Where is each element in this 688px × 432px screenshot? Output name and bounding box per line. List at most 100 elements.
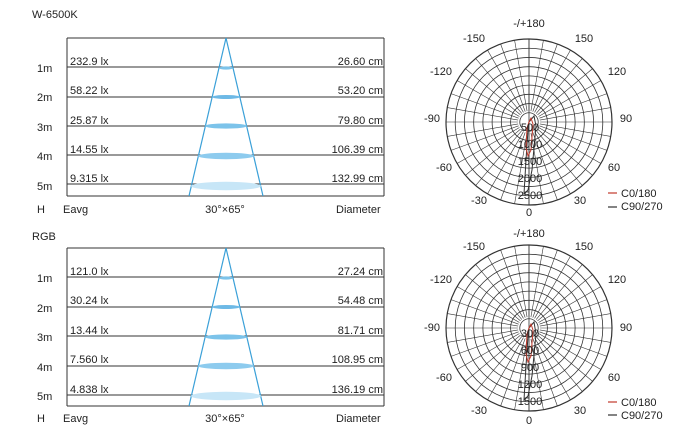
polar-legend: C0/180 C90/270 — [608, 397, 663, 422]
angle-label: -90 — [424, 113, 440, 125]
diameter-value: 54.48 cm — [338, 295, 383, 307]
height-label: 5m — [37, 391, 52, 403]
polar-spoke — [456, 127, 520, 164]
beam-spot — [191, 391, 261, 401]
eavg-value: 121.0 lx — [70, 266, 109, 278]
polar-spoke — [539, 125, 608, 151]
polar-spoke — [534, 337, 571, 401]
angle-label: -120 — [430, 66, 452, 78]
polar-spoke — [450, 93, 519, 119]
angle-label: -30 — [471, 195, 487, 207]
angle-label: 0 — [526, 415, 532, 427]
height-label: 2m — [37, 303, 52, 315]
ring-label: 600 — [521, 345, 539, 357]
polar-spoke — [535, 58, 583, 114]
polar-spoke — [539, 313, 611, 327]
height-label: 3m — [37, 332, 52, 344]
polar-spoke — [475, 130, 523, 186]
polar-spoke — [465, 128, 521, 176]
polar-spoke — [450, 299, 519, 325]
polar-spoke — [532, 249, 558, 318]
polar-spoke — [538, 127, 602, 164]
height-label: 4m — [37, 151, 52, 163]
beam-spot — [198, 152, 254, 160]
beam-cone — [188, 37, 264, 197]
angle-label: 30 — [574, 195, 586, 207]
polar-spoke — [465, 334, 521, 382]
polar-spoke — [514, 246, 528, 318]
height-label: 4m — [37, 362, 52, 374]
angle-label: -90 — [424, 322, 440, 334]
eavg-value: 58.22 lx — [70, 85, 109, 97]
curve-c0-180 — [525, 116, 534, 158]
footer-diameter: Diameter — [336, 204, 381, 216]
legend-label: C0/180 — [621, 397, 656, 409]
polar-spoke — [532, 338, 558, 407]
ring-label: 1500 — [518, 396, 542, 408]
ring-label: 1500 — [518, 156, 542, 168]
height-label: 3m — [37, 122, 52, 134]
polar-spoke — [539, 299, 608, 325]
angle-label: -/+180 — [513, 18, 545, 30]
polar-spoke — [475, 58, 523, 114]
height-label: 1m — [37, 63, 52, 75]
eavg-value: 14.55 lx — [70, 144, 109, 156]
polar-spoke — [500, 43, 526, 112]
polar-spoke — [538, 80, 602, 117]
angle-label: -/+180 — [513, 228, 545, 240]
diameter-value: 79.80 cm — [338, 115, 383, 127]
ring-label: 2500 — [518, 190, 542, 202]
diameter-value: 26.60 cm — [338, 56, 383, 68]
polar-spoke — [535, 130, 583, 186]
polar-diagram: 300 600 900 1200 1500 -/+180 -150 150 -1… — [424, 228, 632, 427]
footer-diameter: Diameter — [336, 413, 381, 425]
beam-spot — [198, 362, 254, 370]
polar-spoke — [514, 338, 528, 410]
diameter-value: 108.95 cm — [332, 354, 383, 366]
beam-spot — [205, 334, 247, 340]
polar-spoke — [535, 264, 583, 320]
polar-spoke — [534, 131, 571, 195]
curve-c90-270 — [523, 114, 537, 196]
polar-spoke — [530, 246, 544, 318]
ring-label: 500 — [521, 122, 539, 134]
footer-eavg: Eavg — [63, 204, 88, 216]
polar-spoke — [537, 128, 593, 176]
height-label: 5m — [37, 181, 52, 193]
ring-label: 900 — [521, 362, 539, 374]
panel-w6500k: W-6500K 1m 2m 3m 4m 5m 232.9 lx 58.22 — [32, 9, 663, 219]
polar-spoke — [539, 329, 611, 343]
angle-label: 30 — [574, 405, 586, 417]
angle-label: 60 — [608, 372, 620, 384]
eavg-value: 9.315 lx — [70, 173, 109, 185]
diameter-value: 136.19 cm — [332, 384, 383, 396]
polar-spoke — [538, 333, 602, 370]
footer-eavg: Eavg — [63, 413, 88, 425]
beam-spot — [191, 181, 261, 191]
height-label: 1m — [37, 273, 52, 285]
panel-rgb: RGB 1m 2m 3m 4m 5m 121.0 lx 30.24 lx 13.… — [32, 228, 663, 427]
polar-spoke — [475, 264, 523, 320]
eavg-value: 4.838 lx — [70, 384, 109, 396]
angle-label: 150 — [575, 241, 593, 253]
polar-spoke — [487, 337, 524, 401]
polar-spoke — [447, 123, 519, 137]
ring-label: 1000 — [518, 139, 542, 151]
polar-spoke — [475, 336, 523, 392]
angle-label: 90 — [620, 322, 632, 334]
angle-label: 120 — [608, 66, 626, 78]
polar-spoke — [500, 132, 526, 201]
polar-spoke — [465, 274, 521, 322]
polar-spoke — [532, 43, 558, 112]
curve-c90-270 — [523, 320, 537, 402]
angle-label: 0 — [526, 207, 532, 219]
polar-diagram: 500 1000 1500 2000 2500 -/+180 -150 150 … — [424, 18, 632, 219]
polar-spoke — [450, 331, 519, 357]
beam-spot — [212, 95, 240, 99]
panel-title: RGB — [32, 231, 56, 243]
polar-spoke — [535, 336, 583, 392]
polar-spoke — [500, 249, 526, 318]
polar-spoke — [537, 274, 593, 322]
footer-angle: 30°×65° — [205, 204, 245, 216]
